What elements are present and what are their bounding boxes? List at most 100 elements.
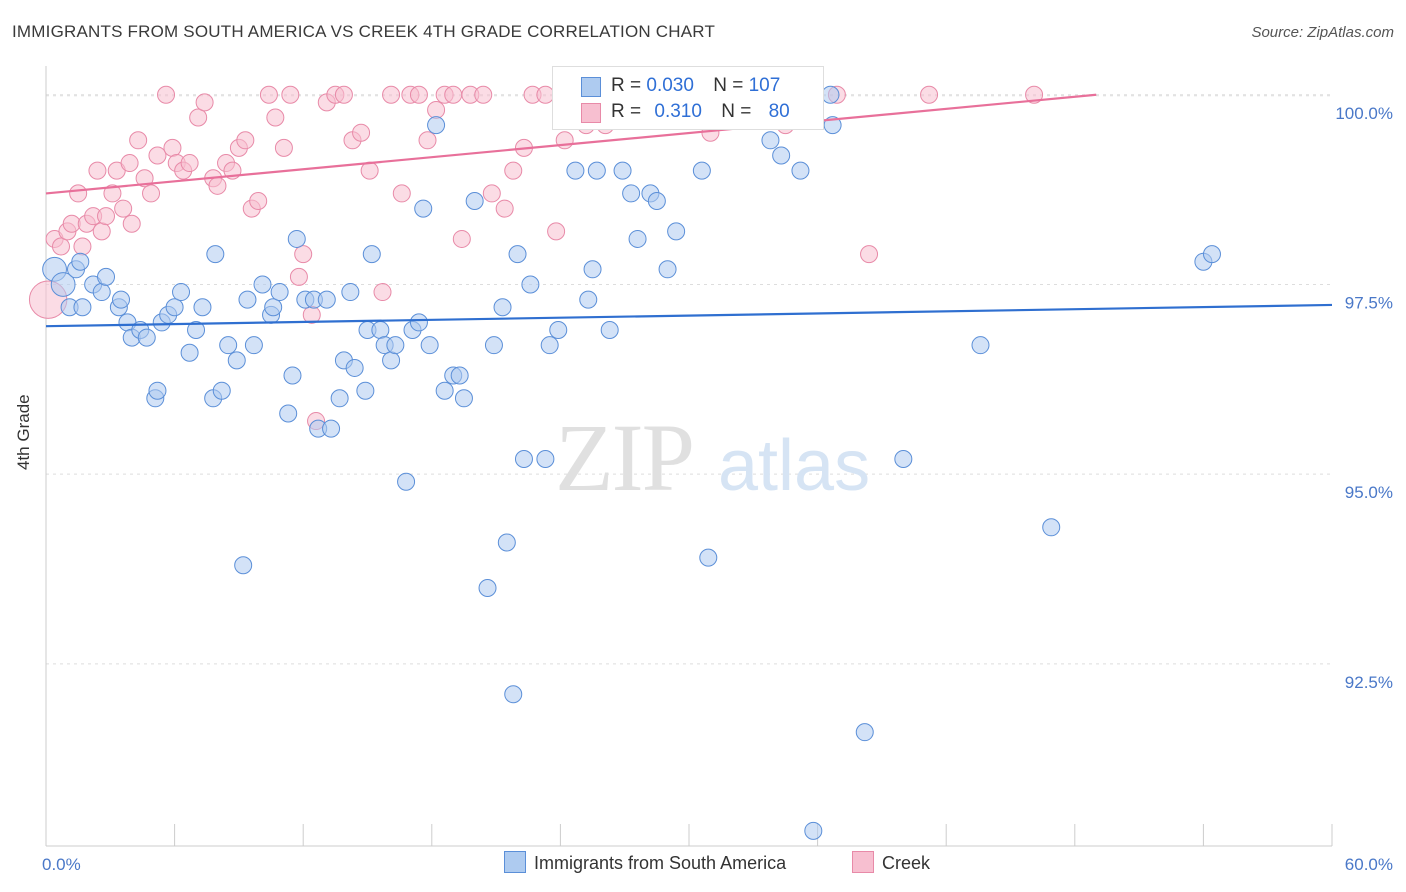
south-america-point	[287, 229, 306, 248]
y-tick-label: 95.0%	[1345, 483, 1393, 502]
south-america-point	[478, 579, 497, 597]
south-america-point	[234, 556, 253, 575]
south-america-point	[238, 290, 257, 309]
south-america-point	[371, 321, 390, 339]
south-america-trend-line	[45, 303, 1333, 328]
south-america-point	[587, 161, 606, 180]
creek-point	[195, 93, 214, 112]
south-america-point	[71, 252, 90, 271]
creek-point	[73, 237, 92, 256]
creek-point	[294, 245, 313, 264]
south-america-point	[1042, 518, 1061, 537]
south-america-point	[420, 336, 439, 355]
creek-point	[474, 85, 493, 104]
creek-point	[392, 184, 411, 203]
south-america-point	[667, 222, 686, 241]
chart-title: IMMIGRANTS FROM SOUTH AMERICA VS CREEK 4…	[12, 22, 716, 41]
source-credit: Source: ZipAtlas.com	[1251, 24, 1394, 41]
south-america-point	[549, 321, 568, 339]
south-america-point	[112, 290, 131, 309]
south-america-point	[283, 366, 302, 385]
south-america-point	[137, 328, 156, 347]
south-america-point	[699, 548, 718, 567]
south-america-point	[212, 381, 231, 400]
r-label: R =	[611, 101, 642, 122]
south-america-point	[493, 298, 512, 317]
creek-point	[129, 131, 148, 150]
creek-point	[334, 85, 353, 104]
r-value: 0.030	[646, 75, 694, 96]
creek-point	[289, 267, 308, 286]
south-america-point	[435, 381, 454, 400]
creek-point	[920, 85, 939, 104]
south-america-point	[279, 404, 298, 423]
south-america-point	[397, 472, 416, 491]
creek-point	[409, 85, 428, 104]
south-america-point	[497, 533, 516, 552]
south-america-point	[414, 199, 433, 218]
south-america-point	[465, 192, 484, 210]
south-america-point	[894, 450, 913, 468]
south-america-point	[600, 321, 619, 339]
south-america-point	[536, 450, 555, 468]
creek-point	[148, 146, 167, 165]
south-america-point	[454, 389, 473, 408]
legend-item-creek[interactable]: Creek	[852, 851, 930, 874]
south-america-point	[92, 283, 111, 302]
x-tick-label: 0.0%	[42, 855, 81, 874]
x-tick-labels: 0.0% 60.0%	[42, 855, 1393, 874]
south-america-point	[180, 343, 199, 362]
creek-point	[452, 229, 471, 248]
south-america-point	[821, 85, 840, 104]
creek-point	[52, 237, 71, 256]
south-america-point	[508, 245, 527, 264]
south-america-point	[244, 336, 263, 355]
south-america-point	[1202, 245, 1221, 264]
creek-point	[157, 85, 176, 104]
south-america-point	[227, 351, 246, 370]
south-america-point	[270, 283, 289, 302]
creek-point	[1025, 85, 1044, 104]
n-label: N =	[721, 101, 752, 122]
south-america-point	[165, 298, 184, 317]
creek-point	[92, 222, 111, 241]
south-america-point	[50, 272, 76, 297]
legend-row-pink: R = 0.310 N = 80	[581, 101, 790, 125]
south-america-point	[804, 821, 823, 840]
creek-point	[142, 184, 161, 203]
south-america-point	[341, 283, 360, 302]
south-america-point	[971, 336, 990, 355]
blue-swatch	[504, 851, 526, 873]
legend-stats: R = 0.030 N = 107 R = 0.310 N = 80	[552, 66, 824, 130]
south-america-point	[540, 336, 559, 355]
legend-item-south-america[interactable]: Immigrants from South America	[504, 851, 786, 874]
legend-label: Immigrants from South America	[534, 853, 787, 873]
south-america-point	[97, 267, 116, 286]
creek-point	[122, 214, 141, 233]
south-america-point	[409, 313, 428, 332]
south-america-point	[264, 298, 283, 317]
creek-point	[189, 108, 208, 127]
south-america-point	[514, 450, 533, 468]
creek-point	[236, 131, 255, 150]
y-tick-label: 97.5%	[1345, 293, 1393, 312]
creek-point	[120, 154, 139, 173]
creek-point	[482, 184, 501, 203]
y-tick-labels: 100.0% 97.5% 95.0% 92.5%	[1335, 104, 1393, 692]
creek-point	[504, 161, 523, 180]
creek-point	[114, 199, 133, 218]
creek-point	[352, 123, 371, 142]
south-america-point	[658, 260, 677, 279]
south-america-point	[187, 321, 206, 339]
creek-point	[135, 169, 154, 188]
watermark-atlas: atlas	[718, 426, 870, 506]
creek-point	[444, 85, 463, 104]
south-america-point	[566, 161, 585, 180]
pink-swatch	[581, 103, 601, 123]
blue-swatch	[581, 77, 601, 97]
south-america-point	[206, 245, 225, 264]
n-value: 80	[768, 101, 790, 122]
south-america-point	[450, 366, 469, 385]
creek-point	[547, 222, 566, 241]
